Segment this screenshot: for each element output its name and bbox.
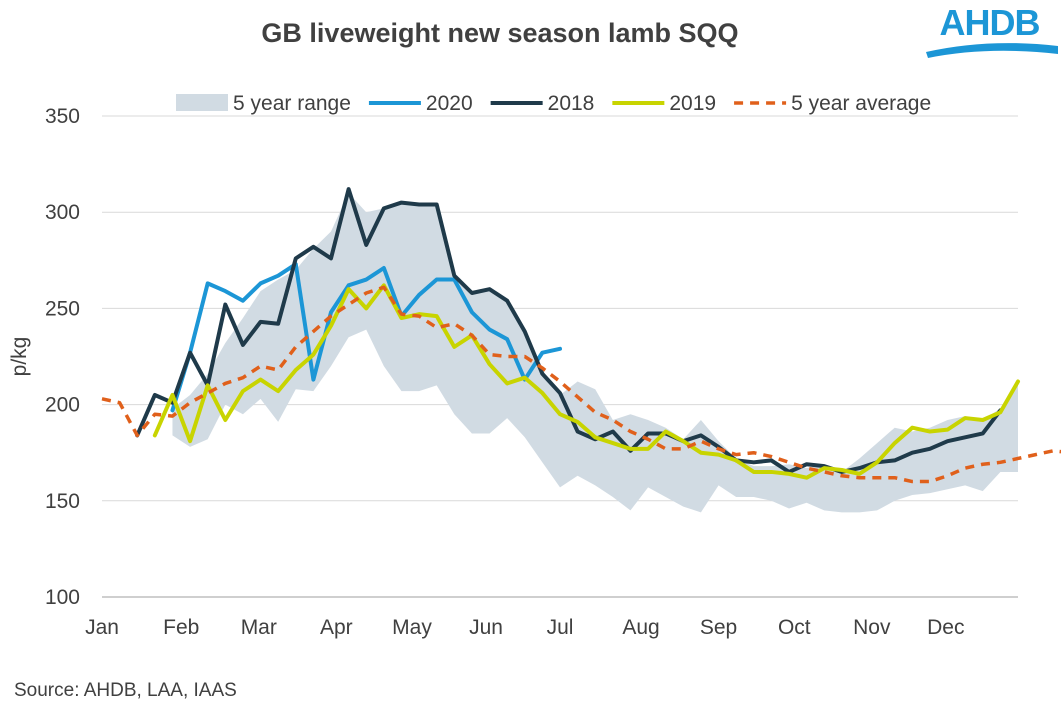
x-tick-label: May	[392, 616, 432, 639]
series-line-2020	[170, 262, 562, 413]
five-year-range-area	[172, 192, 1018, 513]
y-tick-label: 200	[45, 394, 80, 417]
series-line-2019	[152, 283, 1020, 480]
y-axis-title: p/kg	[8, 337, 31, 377]
legend-label: 2020	[426, 92, 473, 115]
x-tick-label: Jul	[547, 616, 574, 639]
y-tick-label: 300	[45, 201, 80, 224]
source-note: Source: AHDB, LAA, IAAS	[14, 680, 237, 701]
legend: 5 year range 2020 2018 2019 5 year average	[176, 92, 931, 115]
x-tick-label: Mar	[241, 616, 277, 639]
y-tick-label: 150	[45, 490, 80, 513]
legend-item: 2018	[490, 92, 595, 115]
series-line-2018	[135, 187, 1003, 474]
y-tick-label: 100	[45, 586, 80, 609]
x-tick-label: Jan	[85, 616, 119, 639]
logo-swoosh-icon	[926, 43, 1058, 58]
series-line-5-year-average	[101, 285, 1061, 484]
legend-item: 5 year average	[734, 92, 931, 115]
x-tick-label: Apr	[320, 616, 353, 639]
legend-item: 2020	[368, 92, 473, 115]
legend-item: 5 year range	[176, 92, 351, 115]
y-tick-label: 350	[45, 105, 80, 128]
legend-label: 2018	[548, 92, 595, 115]
x-tick-label: Dec	[927, 616, 964, 639]
x-tick-label: Nov	[853, 616, 891, 639]
y-tick-label: 250	[45, 297, 80, 320]
x-tick-label: Sep	[700, 616, 737, 639]
x-tick-label: Aug	[622, 616, 659, 639]
x-tick-label: Jun	[469, 616, 503, 639]
legend-swatch-area	[176, 94, 228, 111]
ahdb-logo: AHDB	[918, 2, 1061, 62]
x-tick-label: Feb	[163, 616, 199, 639]
legend-label: 5 year range	[233, 92, 351, 115]
legend-label: 2019	[669, 92, 716, 115]
chart-title: GB liveweight new season lamb SQQ	[261, 18, 739, 48]
logo-text: AHDB	[939, 2, 1041, 43]
legend-item: 2019	[612, 92, 716, 115]
legend-label: 5 year average	[791, 92, 931, 115]
x-tick-label: Oct	[778, 616, 811, 639]
